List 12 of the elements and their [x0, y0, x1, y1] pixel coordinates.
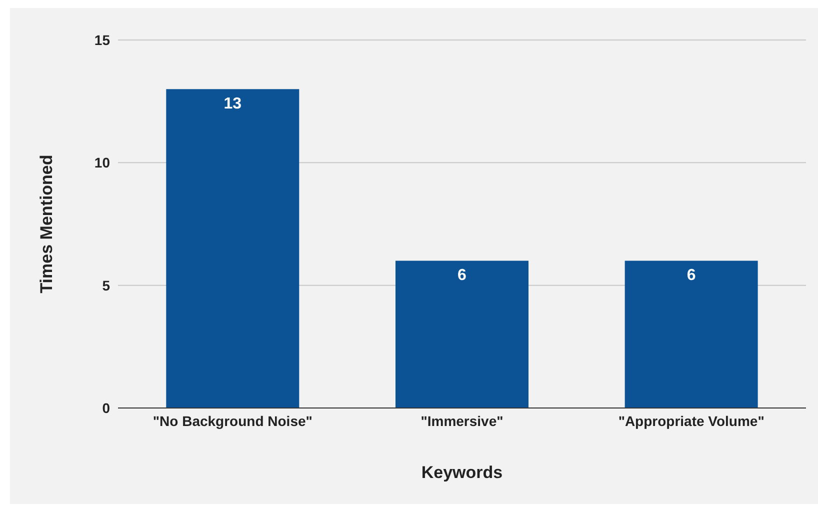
y-tick-label: 15	[94, 32, 110, 48]
x-tick-label: "Appropriate Volume"	[618, 412, 764, 429]
data-label: 6	[458, 267, 467, 284]
x-tick-label: "Immersive"	[420, 412, 504, 429]
y-axis-title: Times Mentioned	[37, 154, 56, 294]
y-tick-label: 5	[102, 277, 110, 294]
y-tick-label: 10	[94, 154, 110, 171]
x-tick-label: "No Background Noise"	[152, 412, 312, 429]
data-label: 13	[224, 95, 242, 112]
x-axis-title: Keywords	[421, 463, 503, 482]
data-label: 6	[686, 267, 696, 284]
y-tick-label: 0	[102, 400, 110, 416]
